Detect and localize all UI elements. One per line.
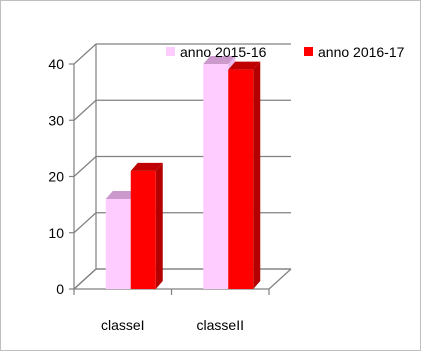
bars <box>105 56 261 289</box>
gridline-side <box>73 156 97 177</box>
floor-right-edge <box>268 268 292 290</box>
x-tick-label: classeI <box>101 317 145 333</box>
bar-front <box>105 199 131 289</box>
y-tick-labels: 0 10 20 30 40 <box>48 56 74 297</box>
gridline-side <box>73 43 97 65</box>
gridline-side <box>73 212 97 234</box>
y-tick-label: 0 <box>56 281 64 297</box>
y-tick-label: 20 <box>48 169 64 185</box>
legend-swatch <box>304 47 313 56</box>
bar-front <box>203 64 229 289</box>
bar-top <box>228 61 261 70</box>
legend-label: anno 2015-16 <box>180 44 267 60</box>
legend-swatch <box>166 47 175 56</box>
bar-side <box>155 162 163 289</box>
bar-top <box>105 191 138 199</box>
legend: anno 2015-16 anno 2016-17 <box>166 44 405 60</box>
bar-front <box>228 69 254 289</box>
bar <box>228 61 261 289</box>
gridline-side <box>73 268 97 290</box>
bar-top <box>203 56 236 64</box>
y-tick-label: 30 <box>48 112 64 128</box>
y-tick-label: 10 <box>48 225 64 241</box>
y-tick-label: 40 <box>48 56 64 72</box>
bar-top <box>130 162 163 171</box>
legend-label: anno 2016-17 <box>318 44 405 60</box>
x-tick-labels: classeI classeII <box>101 317 244 333</box>
bar-front <box>130 170 156 289</box>
bar <box>130 162 163 289</box>
x-tick-label: classeII <box>197 317 244 333</box>
bar-side <box>253 61 261 289</box>
gridline-side <box>73 99 97 121</box>
